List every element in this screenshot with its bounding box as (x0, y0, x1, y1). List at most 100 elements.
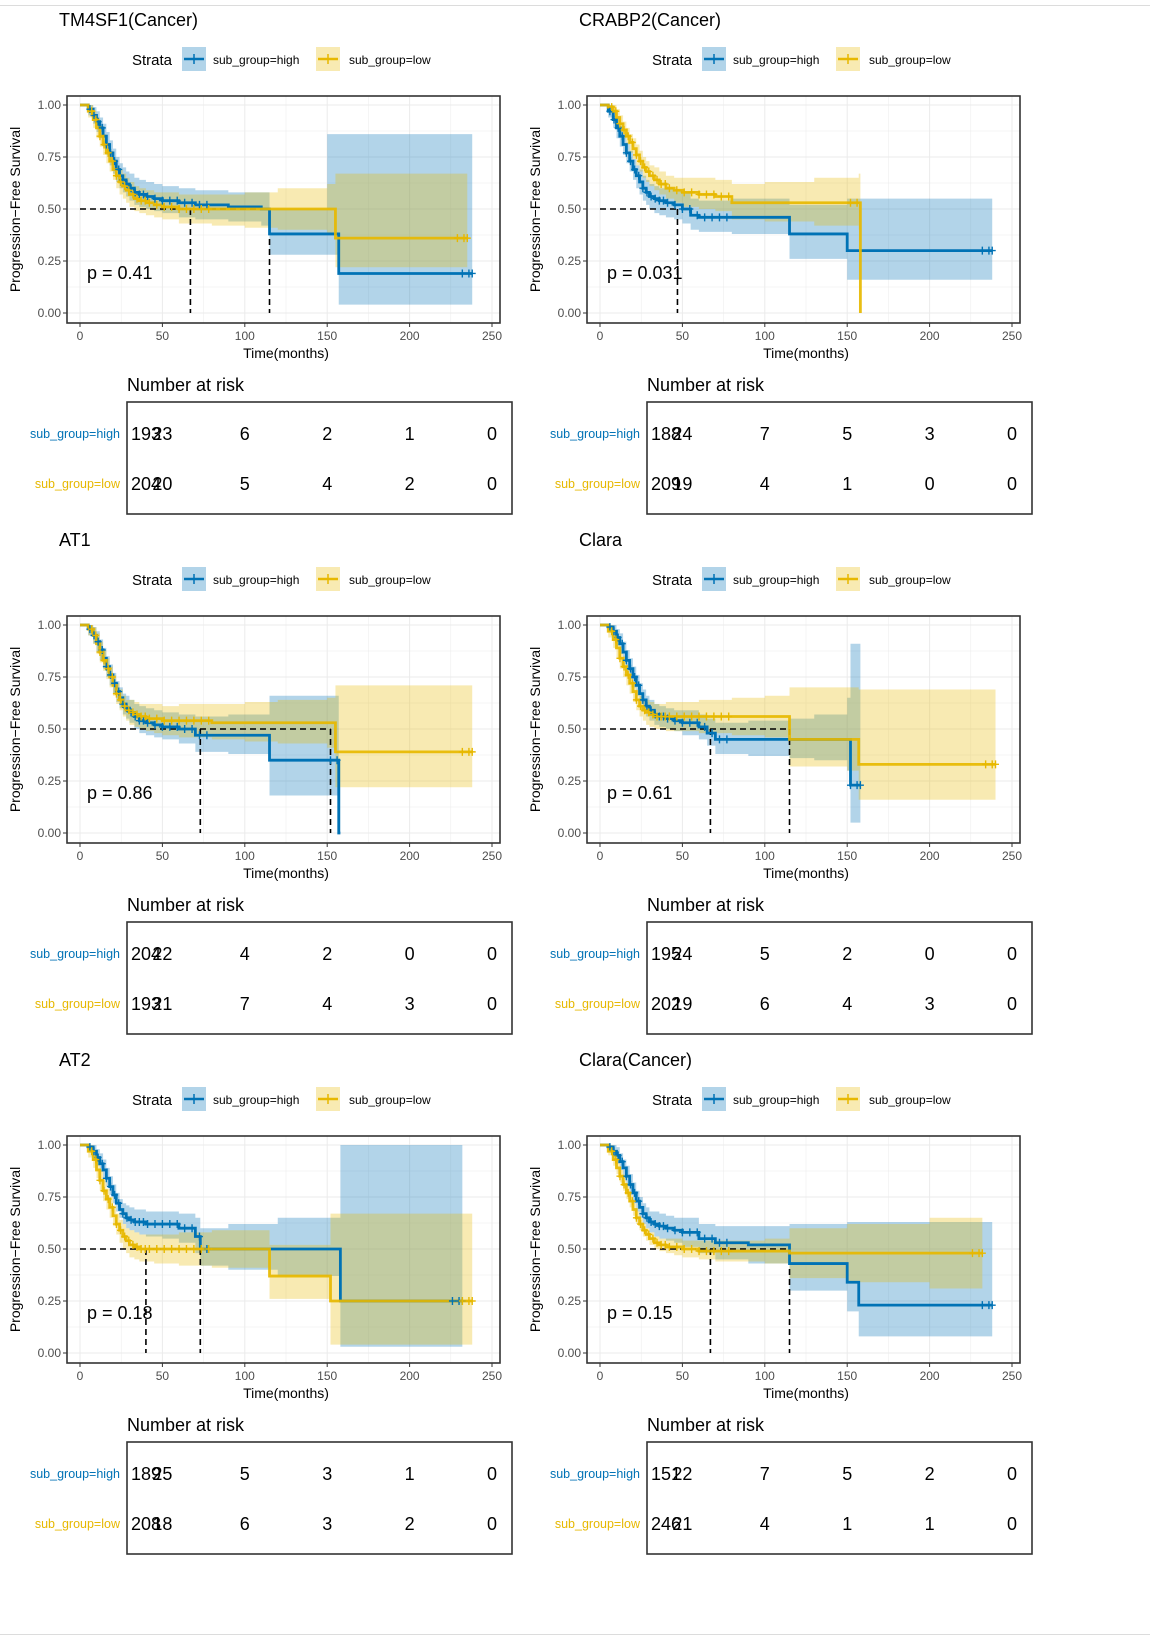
ci-band-high (600, 1145, 993, 1337)
censor-mark (606, 107, 614, 116)
censor-mark (158, 722, 166, 731)
p-value: p = 0.15 (607, 1303, 673, 1323)
censor-mark (649, 710, 657, 719)
censor-mark (612, 635, 620, 644)
censor-mark (168, 716, 176, 725)
risk-count-high: 25 (152, 1464, 172, 1484)
censor-mark (643, 1213, 651, 1222)
y-tick-label: 0.25 (38, 254, 62, 268)
legend-label-high: sub_group=high (733, 573, 819, 587)
censor-mark (119, 1209, 127, 1218)
censor-mark (112, 171, 120, 180)
censor-mark (992, 760, 1000, 769)
y-axis-label: Progression−Free Survival (527, 1167, 543, 1332)
risk-table-frame (126, 921, 513, 1035)
km-panel-clara-cancer: Clara(Cancer) Strata sub_group=high sub_gro… (520, 1040, 1080, 1560)
censor-mark (647, 1217, 655, 1226)
censor-mark (127, 1215, 135, 1224)
legend-label-high: sub_group=high (213, 53, 299, 67)
legend-label-low: sub_group=low (869, 1093, 951, 1107)
chart-title: AT1 (59, 530, 91, 550)
x-tick-label: 250 (1002, 329, 1022, 343)
censor-mark (673, 712, 681, 721)
censor-mark (678, 718, 686, 727)
risk-count-high: 0 (1007, 424, 1017, 444)
p-value: p = 0.61 (607, 783, 673, 803)
censor-mark (125, 706, 133, 715)
risk-row-label-high: sub_group=high (30, 947, 120, 961)
y-tick-label: 0.00 (38, 826, 62, 840)
censor-mark (622, 148, 630, 157)
censor-mark (139, 716, 147, 725)
censor-mark (173, 722, 181, 731)
censor-mark (671, 716, 679, 725)
censor-mark (647, 192, 655, 201)
ci-band-low (80, 625, 473, 788)
censor-mark (665, 1242, 673, 1251)
chart-title: Clara (579, 530, 623, 550)
risk-count-high: 7 (760, 1464, 770, 1484)
risk-count-high: 0 (1007, 944, 1017, 964)
censor-mark (190, 1245, 198, 1253)
risk-count-low: 208 (131, 1514, 161, 1534)
censor-mark (145, 1245, 153, 1253)
risk-count-low: 6 (760, 994, 770, 1014)
km-curve-low (600, 623, 996, 766)
censor-mark (96, 1176, 104, 1185)
censor-mark (145, 198, 153, 207)
page-top-rule (0, 5, 1150, 6)
censor-mark (626, 1180, 634, 1189)
x-tick-label: 250 (482, 849, 502, 863)
censor-mark (710, 190, 718, 199)
y-axis-label: Progression−Free Survival (7, 647, 23, 812)
censor-mark (702, 190, 710, 199)
risk-count-low: 21 (152, 994, 172, 1014)
censor-mark (153, 200, 161, 209)
censor-mark (622, 1172, 630, 1181)
ci-band-high (80, 1145, 463, 1347)
ci-band-high (600, 625, 861, 823)
risk-count-low: 5 (240, 474, 250, 494)
censor-mark (641, 1226, 649, 1235)
risk-table-frame (126, 401, 513, 515)
y-axis: 0.00 0.25 0.50 0.75 1.00 Progression−Free Sur… (7, 98, 67, 320)
censor-mark (111, 1190, 119, 1199)
censor-mark (628, 1197, 636, 1206)
censor-mark (620, 1180, 628, 1189)
censor-mark (978, 1301, 986, 1310)
censor-mark (710, 1247, 718, 1256)
x-axis-label: Time(months) (763, 345, 849, 361)
km-chart-svg: CRABP2(Cancer) Strata sub_group=high sub_gr… (527, 10, 1033, 515)
y-tick-label: 0.50 (38, 1242, 62, 1256)
risk-count-low: 4 (322, 994, 332, 1014)
legend-label-high: sub_group=high (733, 53, 819, 67)
censor-mark (166, 196, 174, 205)
censor-mark (715, 1238, 723, 1247)
censor-marks-high (86, 105, 476, 278)
km-panel-clara: Clara Strata sub_group=high sub_group=low p … (520, 520, 1080, 1040)
y-tick-label: 1.00 (38, 98, 62, 112)
km-panel-at2: AT2 Strata sub_group=high sub_group=low p = … (0, 1040, 560, 1560)
legend-title: Strata (652, 1092, 693, 1109)
x-tick-label: 100 (755, 1369, 775, 1383)
censor-mark (102, 1174, 110, 1183)
censor-mark (104, 1195, 112, 1204)
censor-mark (123, 1213, 131, 1222)
km-panel-tm4sf1-cancer: TM4SF1(Cancer) Strata sub_group=high sub_gr… (0, 0, 560, 520)
censor-mark (645, 708, 653, 717)
censor-mark (620, 125, 628, 134)
censor-mark (448, 1297, 456, 1305)
p-value: p = 0.031 (607, 263, 683, 283)
median-lines (80, 728, 332, 833)
risk-count-high: 1 (405, 424, 415, 444)
censor-mark (205, 1245, 213, 1253)
censor-mark (853, 198, 861, 207)
legend-label-low: sub_group=low (349, 573, 431, 587)
censor-mark (723, 213, 731, 222)
risk-count-high: 3 (322, 1464, 332, 1484)
risk-count-low: 246 (651, 1514, 681, 1534)
y-tick-label: 1.00 (558, 1138, 582, 1152)
censor-mark (181, 725, 189, 733)
km-panel-at1: AT1 Strata sub_group=high sub_group=low p = … (0, 520, 560, 1040)
